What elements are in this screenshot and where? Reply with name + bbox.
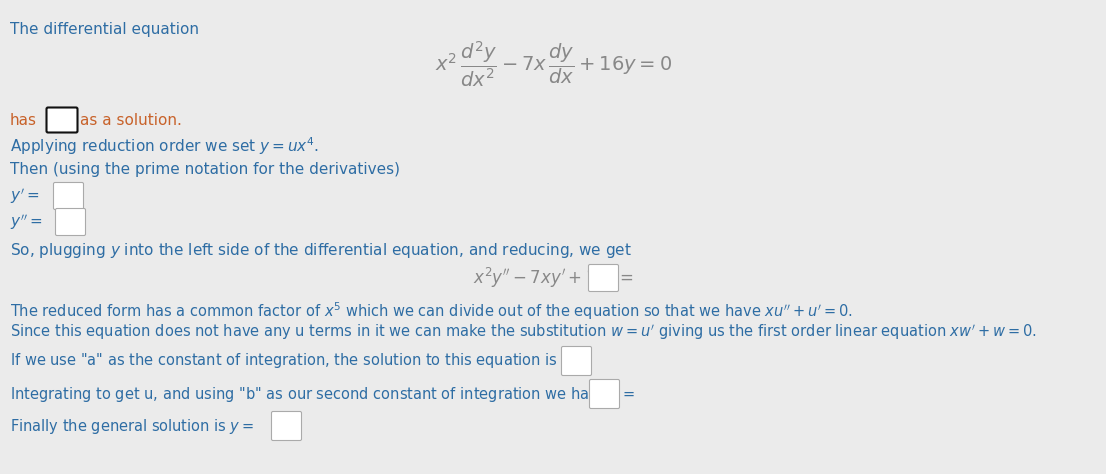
Text: If we use "a" as the constant of integration, the solution to this equation is $: If we use "a" as the constant of integra… (10, 352, 588, 371)
Text: The reduced form has a common factor of $x^5$ which we can divide out of the equ: The reduced form has a common factor of … (10, 300, 853, 322)
Text: Finally the general solution is $y =$: Finally the general solution is $y =$ (10, 417, 254, 436)
Text: $x^4$: $x^4$ (54, 112, 70, 128)
Text: $x^2y'' - 7xy' + 16y =$: $x^2y'' - 7xy' + 16y =$ (472, 266, 634, 290)
FancyBboxPatch shape (588, 264, 618, 292)
Text: $x^{2}\,\dfrac{d^{2}y}{dx^{2}} - 7x\,\dfrac{dy}{dx} + 16y = 0$: $x^{2}\,\dfrac{d^{2}y}{dx^{2}} - 7x\,\df… (435, 39, 671, 89)
Text: So, plugging $y$ into the left side of the differential equation, and reducing, : So, plugging $y$ into the left side of t… (10, 240, 632, 259)
Text: Since this equation does not have any u terms in it we can make the substitution: Since this equation does not have any u … (10, 322, 1036, 342)
Text: $y' =$: $y' =$ (10, 186, 40, 206)
FancyBboxPatch shape (55, 209, 85, 236)
Text: as a solution.: as a solution. (80, 112, 181, 128)
FancyBboxPatch shape (589, 380, 619, 409)
Text: The differential equation: The differential equation (10, 22, 199, 37)
FancyBboxPatch shape (46, 108, 77, 133)
Text: has: has (10, 112, 36, 128)
Text: Applying reduction order we set $y = ux^4$.: Applying reduction order we set $y = ux^… (10, 135, 320, 157)
Text: $y'' =$: $y'' =$ (10, 212, 42, 232)
FancyBboxPatch shape (53, 182, 83, 210)
Text: Integrating to get u, and using "b" as our second constant of integration we hav: Integrating to get u, and using "b" as o… (10, 384, 636, 403)
Text: Then (using the prime notation for the derivatives): Then (using the prime notation for the d… (10, 162, 400, 176)
FancyBboxPatch shape (562, 346, 592, 375)
FancyBboxPatch shape (271, 411, 302, 440)
